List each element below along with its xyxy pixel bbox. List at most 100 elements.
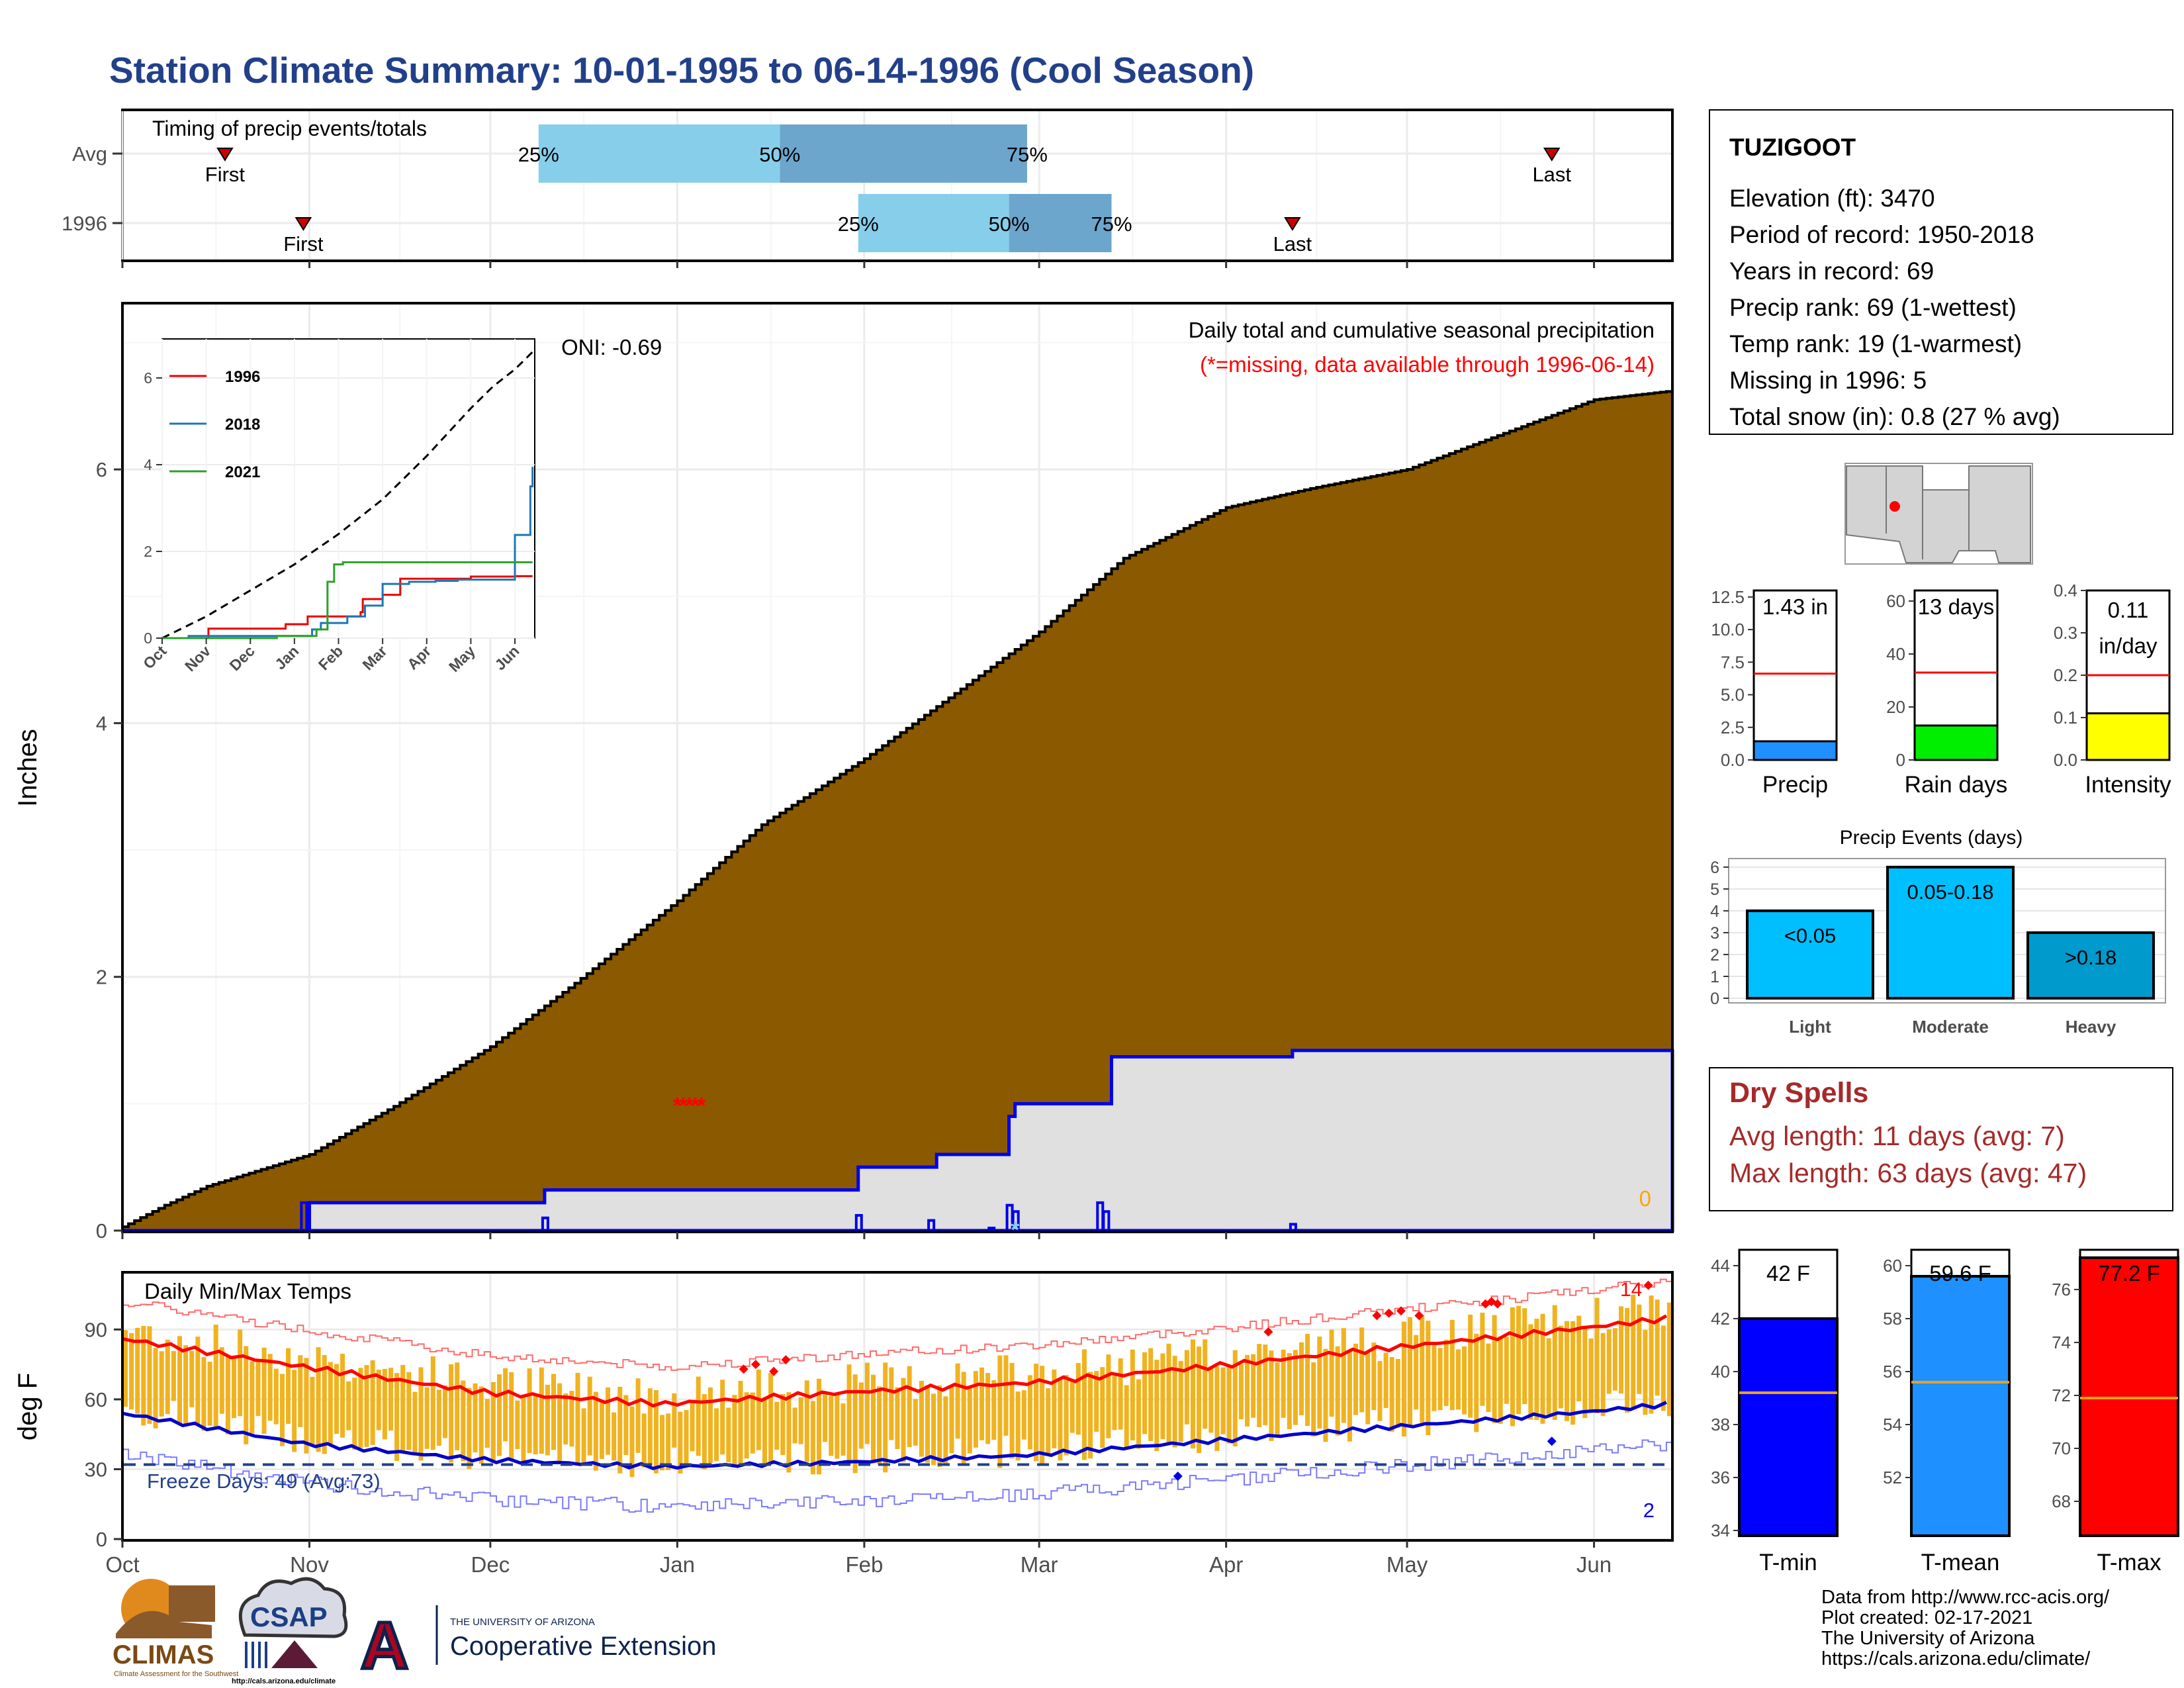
temp-range-bar bbox=[316, 1347, 321, 1452]
temp-range-bar bbox=[1269, 1350, 1274, 1441]
inset-legend-label: 1996 bbox=[225, 368, 260, 386]
temp-x-tick-label: Jun bbox=[1576, 1552, 1612, 1577]
temp-x-tick-label: Oct bbox=[105, 1552, 139, 1577]
temp-x-axis: Oct Nov Dec Jan Feb Mar Apr May Jun bbox=[105, 1540, 1612, 1577]
temp-range-bar bbox=[1546, 1338, 1551, 1415]
precip-gauge-tick-label: 40 bbox=[1886, 644, 1905, 664]
footer-line: Plot created: 02-17-2021 bbox=[1821, 1607, 2032, 1628]
station-detail-line: Years in record: 69 bbox=[1729, 258, 1934, 285]
temp-range-bar bbox=[1046, 1388, 1051, 1456]
ua-a-icon: A bbox=[361, 1609, 408, 1683]
temp-range-bar bbox=[1365, 1352, 1371, 1425]
temp-range-bar bbox=[1148, 1348, 1154, 1442]
temp-gauge-tick-label: 54 bbox=[1883, 1415, 1902, 1434]
temp-range-bar bbox=[768, 1373, 774, 1463]
temperature-gauges: 34 36 38 40 42 44 42 F T-min 52 54 56 58 60 59.6 F T-m… bbox=[1711, 1248, 2179, 1575]
temp-range-bar bbox=[1462, 1346, 1467, 1415]
temp-range-bar bbox=[1166, 1343, 1171, 1443]
temp-range-bar bbox=[370, 1360, 375, 1445]
events-y-tick-label: 0 bbox=[1710, 990, 1719, 1008]
temp-range-bar bbox=[774, 1401, 780, 1450]
temp-range-bar bbox=[1293, 1350, 1298, 1425]
temp-range-bar bbox=[1040, 1366, 1045, 1466]
temp-range-bar bbox=[1655, 1299, 1660, 1396]
logos: CLIMAS Climate Assessment for the Southw… bbox=[113, 1577, 716, 1685]
temp-range-bar bbox=[1305, 1334, 1310, 1427]
temp-x-tick-label: May bbox=[1387, 1552, 1428, 1577]
temp-range-bar bbox=[1383, 1352, 1388, 1409]
temp-range-bar bbox=[1257, 1344, 1262, 1428]
temp-range-bar bbox=[937, 1385, 942, 1468]
temp-range-bar bbox=[1637, 1304, 1642, 1394]
temp-range-bar bbox=[780, 1393, 786, 1456]
temp-range-bar bbox=[250, 1361, 255, 1434]
temp-range-bar bbox=[660, 1415, 665, 1471]
record-high-marker bbox=[1414, 1311, 1424, 1321]
temp-range-bar bbox=[1244, 1354, 1250, 1427]
timing-percent-label: 25% bbox=[518, 143, 559, 166]
events-bar bbox=[1746, 909, 1874, 1000]
precip-gauge-label: Precip bbox=[1762, 772, 1828, 798]
temp-range-bar bbox=[1214, 1366, 1220, 1451]
temp-range-bar bbox=[159, 1351, 164, 1417]
ua-small-name: THE UNIVERSITY OF ARIZONA bbox=[450, 1617, 595, 1628]
temp-range-bar bbox=[1455, 1349, 1461, 1410]
temp-gauge-tick-label: 36 bbox=[1711, 1468, 1730, 1487]
temp-gauge-tick-label: 68 bbox=[2052, 1491, 2071, 1511]
average-cumulative-precip-area bbox=[121, 390, 1674, 1232]
inset-y-tick-label: 0 bbox=[144, 630, 152, 647]
temp-range-bar bbox=[967, 1387, 972, 1454]
temp-range-bar bbox=[1172, 1356, 1177, 1448]
temp-range-bar bbox=[1443, 1339, 1449, 1407]
station-details: Elevation (ft): 3470 Period of record: 19… bbox=[1729, 185, 2060, 430]
temp-range-bar bbox=[943, 1396, 948, 1465]
precip-gauge-fill bbox=[1913, 724, 1999, 761]
precip-gauge-tick-label: 12.5 bbox=[1711, 587, 1745, 607]
record-low-marker bbox=[1547, 1436, 1557, 1446]
temp-gauge-value: 77.2 F bbox=[2098, 1261, 2160, 1286]
temp-range-bar bbox=[1631, 1294, 1636, 1409]
events-axes: 0 1 2 3 4 5 6 bbox=[1710, 859, 1729, 1008]
temp-range-bar bbox=[877, 1386, 882, 1465]
temp-range-bar bbox=[334, 1364, 339, 1434]
record-high-marker bbox=[739, 1364, 749, 1374]
precip-panel-subtitle: (*=missing, data available through 1996-… bbox=[1200, 352, 1655, 377]
temp-range-bar bbox=[1112, 1376, 1117, 1430]
temp-range-bar bbox=[762, 1397, 767, 1464]
temp-gauge-label: T-min bbox=[1759, 1550, 1817, 1575]
temp-range-bar bbox=[238, 1329, 243, 1417]
temp-range-bar bbox=[322, 1355, 327, 1454]
temp-range-bar bbox=[1528, 1324, 1533, 1420]
precip-gauge-tick-label: 2.5 bbox=[1721, 718, 1745, 737]
temp-range-bar bbox=[1618, 1306, 1623, 1394]
temp-range-bar bbox=[1130, 1349, 1135, 1440]
temp-range-bar bbox=[388, 1368, 393, 1431]
timing-25-50-bar bbox=[858, 194, 1009, 252]
inset-background bbox=[161, 338, 535, 639]
temp-range-bar bbox=[1353, 1343, 1359, 1415]
temp-x-tick-label: Nov bbox=[290, 1552, 329, 1577]
precip-corner-count: 0 bbox=[1639, 1186, 1651, 1211]
temp-range-bar bbox=[1498, 1336, 1503, 1424]
temp-range-bar bbox=[123, 1330, 128, 1407]
temp-range-bar bbox=[1034, 1364, 1039, 1462]
temp-range-bar bbox=[232, 1356, 237, 1419]
ua-logo: A THE UNIVERSITY OF ARIZONA Cooperative … bbox=[359, 1605, 716, 1685]
precip-gauge-tick-label: 20 bbox=[1886, 697, 1905, 717]
temp-y-tick-label: 30 bbox=[85, 1458, 107, 1481]
temp-range-bar bbox=[870, 1374, 876, 1464]
temp-range-bar bbox=[279, 1374, 285, 1446]
inset-legend-label: 2021 bbox=[225, 463, 260, 481]
events-bar-label: >0.18 bbox=[2065, 946, 2116, 969]
dry-spells-title: Dry Spells bbox=[1729, 1077, 1868, 1109]
temp-range-bar bbox=[436, 1389, 441, 1446]
temp-range-bar bbox=[1009, 1362, 1015, 1459]
temp-range-bar bbox=[720, 1380, 725, 1455]
temp-range-bar bbox=[949, 1385, 954, 1454]
temp-range-bar bbox=[750, 1392, 755, 1454]
temp-x-tick-label: Dec bbox=[471, 1552, 510, 1577]
temp-gauge-tick-label: 40 bbox=[1711, 1362, 1730, 1382]
timing-marker-label: First bbox=[205, 163, 246, 186]
temp-range-bar bbox=[707, 1387, 713, 1464]
